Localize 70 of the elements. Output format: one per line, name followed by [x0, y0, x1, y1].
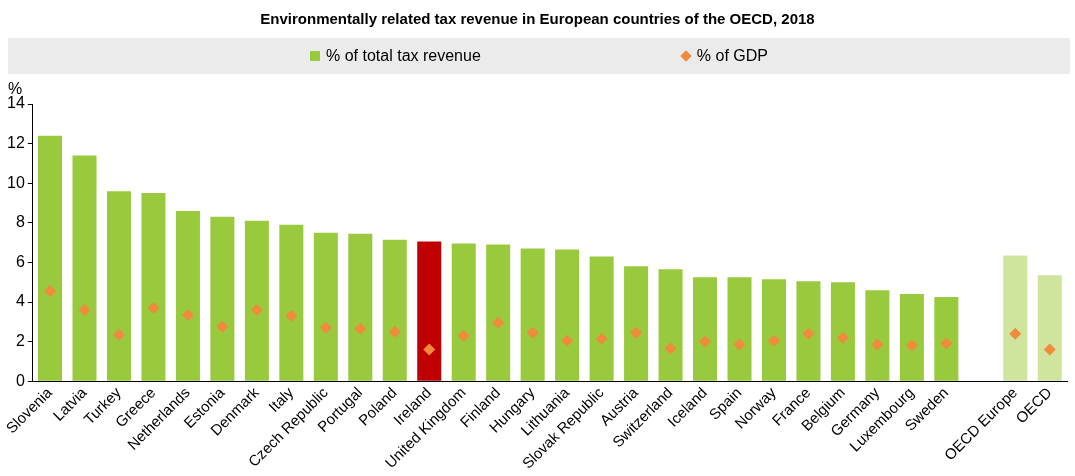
bar [1003, 255, 1028, 381]
y-tick-label: 2 [15, 332, 25, 350]
point [630, 326, 643, 339]
point [250, 303, 263, 316]
bar [141, 193, 166, 381]
point [319, 321, 332, 334]
point [1043, 343, 1056, 356]
bar [934, 297, 959, 381]
point [423, 343, 436, 356]
point [216, 320, 229, 333]
bar [727, 277, 752, 381]
bar [624, 266, 649, 381]
bar [865, 290, 890, 381]
bar [72, 155, 97, 381]
bar [761, 279, 786, 381]
bar [830, 282, 855, 381]
bar [348, 233, 373, 381]
point [836, 331, 849, 344]
legend-label: % of GDP [696, 47, 768, 65]
bar [175, 210, 200, 381]
y-tick-label: 14 [7, 94, 25, 112]
point [112, 328, 125, 341]
bar [210, 216, 235, 381]
bar [555, 249, 580, 381]
bar [451, 243, 476, 381]
point [699, 335, 712, 348]
point [802, 327, 815, 340]
bar [417, 241, 442, 381]
point [733, 338, 746, 351]
bar [382, 239, 407, 381]
point [285, 309, 298, 322]
point [871, 338, 884, 351]
y-tick-label: 0 [15, 371, 25, 389]
y-tick-label: 6 [15, 252, 25, 270]
y-axis-title: % [8, 80, 23, 97]
point [354, 322, 367, 335]
point [78, 303, 91, 316]
point [44, 285, 57, 298]
bar [486, 244, 511, 381]
point [1009, 327, 1022, 340]
bar [520, 248, 545, 381]
point [561, 334, 574, 347]
point [664, 342, 677, 355]
point [457, 329, 470, 342]
point [388, 325, 401, 338]
bar [279, 224, 304, 381]
chart-title: Environmentally related tax revenue in European countries of the OECD, 2018 [259, 10, 816, 27]
bar [796, 281, 821, 381]
bar [899, 294, 924, 381]
point [147, 301, 160, 314]
point [181, 308, 194, 321]
y-tick-label: 8 [15, 213, 25, 231]
bar [313, 232, 338, 381]
bar [589, 256, 614, 381]
y-tick-label: 4 [15, 292, 25, 310]
point [526, 326, 539, 339]
bar [38, 135, 63, 381]
y-tick-label: 10 [7, 173, 25, 191]
point [940, 337, 953, 350]
bar [1037, 275, 1062, 381]
point [595, 332, 608, 345]
point [492, 316, 505, 329]
bar [244, 220, 269, 381]
bar [658, 269, 683, 381]
bar [693, 277, 718, 381]
y-tick-label: 12 [7, 134, 25, 152]
point [905, 339, 918, 352]
legend-label: % of total tax revenue [326, 47, 481, 65]
bar [106, 191, 131, 381]
point [767, 334, 780, 347]
